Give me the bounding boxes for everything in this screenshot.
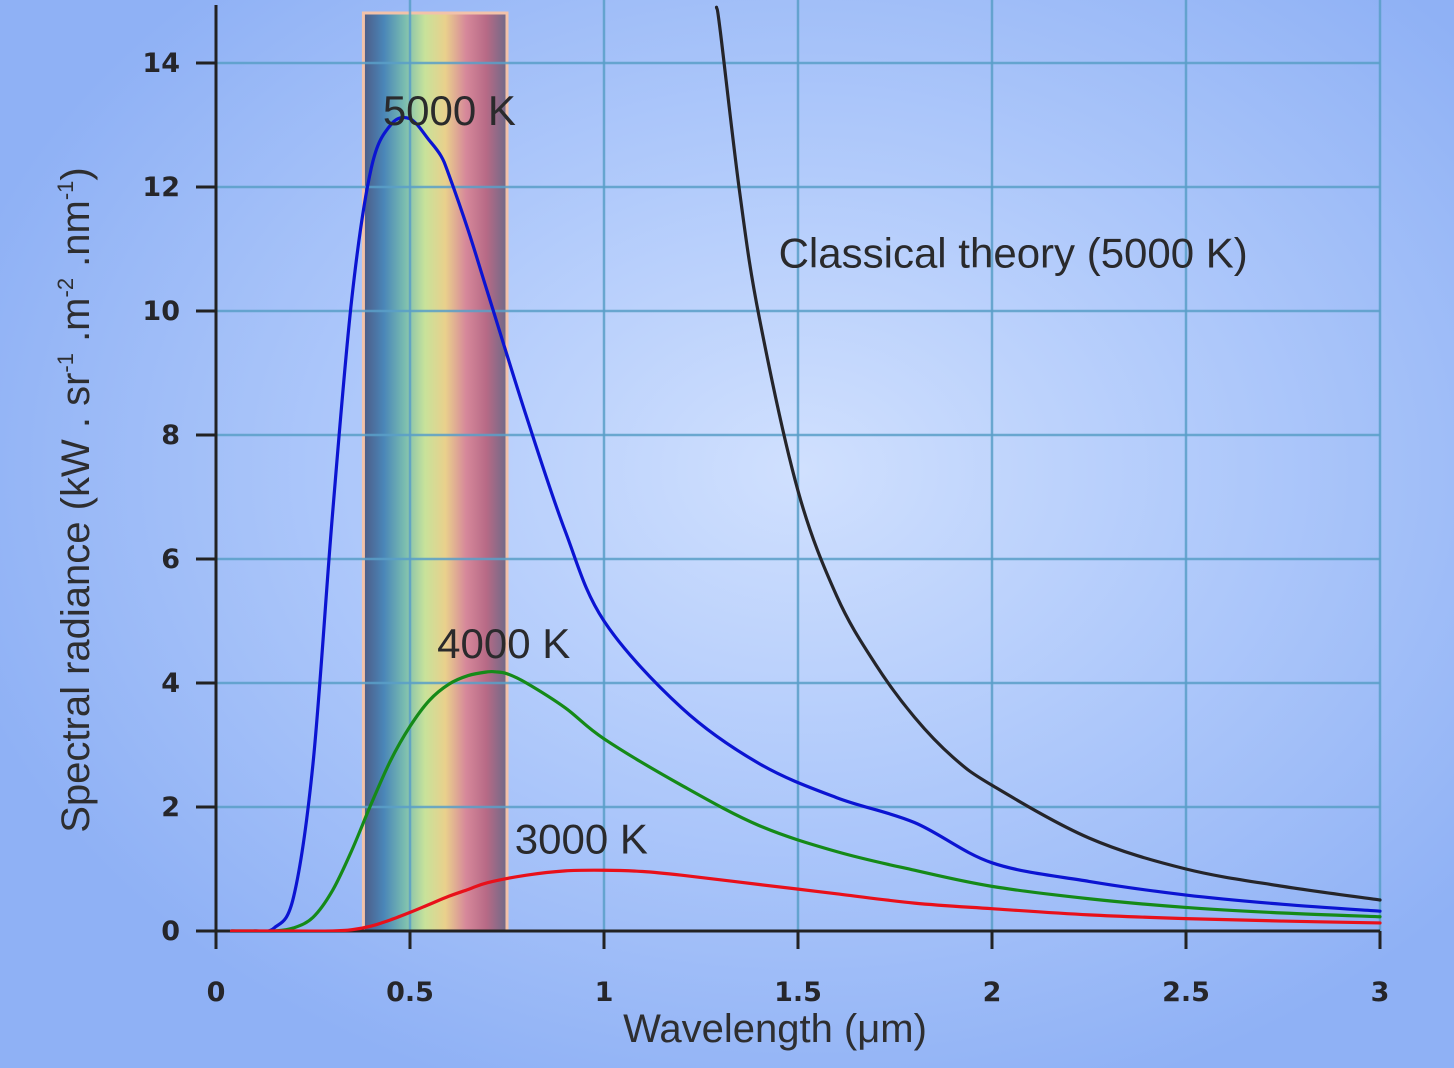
y-axis-title: Spectral radiance (kW . sr-1 .m-2 .nm-1): [53, 167, 98, 833]
curve-4000-k: [229, 669, 1382, 932]
x-tick-label: 0.5: [386, 977, 434, 1008]
x-tick-label: 2: [983, 977, 1002, 1008]
visible-spectrum-band: [361, 11, 509, 933]
x-tick-label: 1: [595, 977, 614, 1008]
y-tick-label: 10: [142, 296, 180, 327]
x-axis-title: Wavelength (μm): [623, 1007, 927, 1051]
curve-label: 4000 K: [437, 620, 570, 667]
curve-label: 5000 K: [383, 87, 516, 134]
curve-label: 3000 K: [515, 816, 648, 863]
axes: 0 2 4 6 8 10 12 14 0 0.5 1 1.5 2 2.5 3: [142, 5, 1389, 1008]
y-tick-label: 0: [161, 916, 180, 947]
curve-classical-theory-5000-k: [714, 5, 1382, 902]
x-tick-label: 2.5: [1162, 977, 1210, 1008]
y-tick-label: 8: [161, 420, 180, 451]
x-tick-label: 1.5: [774, 977, 822, 1008]
y-tick-label: 2: [161, 792, 180, 823]
y-tick-label: 12: [142, 172, 180, 203]
x-tick-label: 0: [207, 977, 226, 1008]
curve-label: Classical theory (5000 K): [779, 230, 1248, 277]
x-tick-label: 3: [1371, 977, 1390, 1008]
curve-5000-k: [229, 115, 1382, 932]
y-tick-label: 4: [161, 668, 180, 699]
y-tick-label: 6: [161, 544, 180, 575]
y-tick-label: 14: [142, 48, 180, 79]
grid-lines: [216, 0, 1382, 931]
curve-3000-k: [229, 868, 1382, 932]
